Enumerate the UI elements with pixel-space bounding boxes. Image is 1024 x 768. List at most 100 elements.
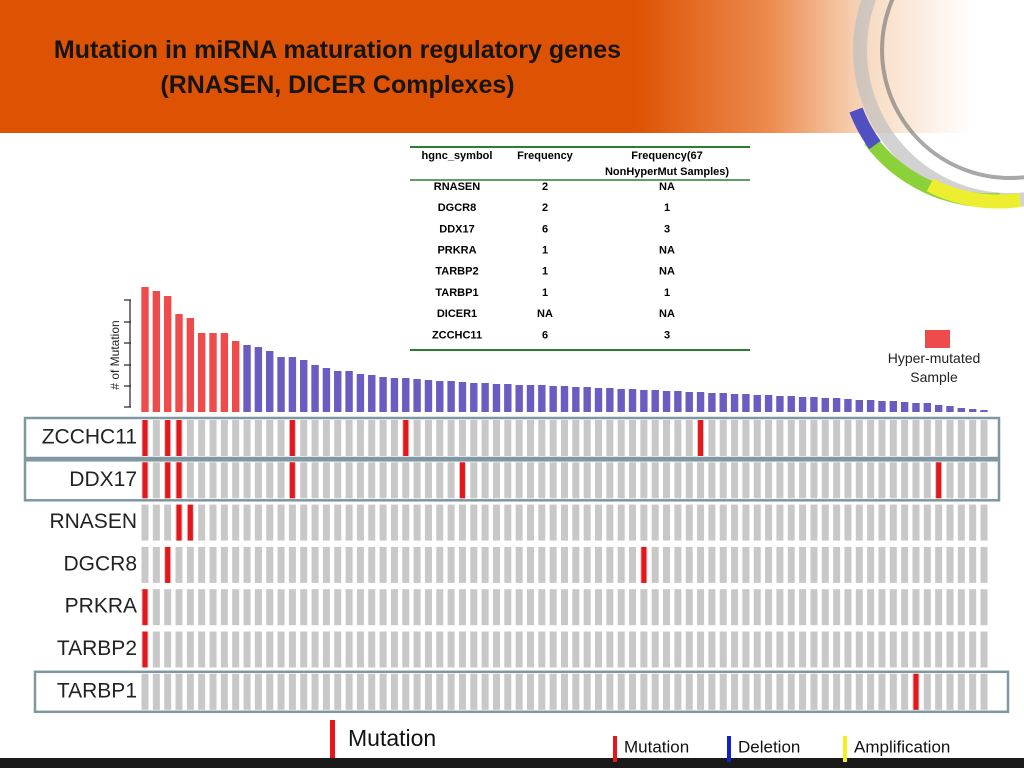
hyper-legend-label: Hyper-mutated Sample — [887, 350, 981, 385]
table-header: Frequency(67 NonHyperMut Samples) — [605, 150, 729, 178]
sample-cell — [356, 546, 364, 583]
mutation-cell — [142, 631, 148, 668]
sample-cell — [606, 504, 614, 541]
sample-cell — [266, 673, 274, 710]
sample-cell — [413, 589, 421, 626]
table-cell: NA — [659, 245, 675, 257]
sample-cell — [697, 462, 705, 499]
sample-cell — [243, 631, 251, 668]
sample-cell — [424, 631, 432, 668]
sample-cell — [651, 673, 659, 710]
sample-cell — [300, 546, 308, 583]
sample-cell — [175, 673, 183, 710]
sample-cell — [606, 631, 614, 668]
sample-cell — [629, 631, 637, 668]
sample-cell — [266, 504, 274, 541]
sample-cell — [640, 631, 648, 668]
gene-label: TARBP1 — [57, 679, 137, 702]
sample-cell — [436, 420, 444, 456]
sample-cell — [708, 462, 716, 499]
header-band — [0, 0, 1024, 133]
sample-cell — [526, 420, 534, 456]
sample-cell — [889, 504, 897, 541]
sample-cell — [334, 504, 342, 541]
sample-cell — [719, 631, 727, 668]
sample-cell — [810, 462, 818, 499]
sample-cell — [583, 462, 591, 499]
sample-cell — [878, 546, 886, 583]
sample-cell — [515, 589, 523, 626]
sample-cell — [799, 631, 807, 668]
sample-cell — [583, 673, 591, 710]
sample-cell — [390, 589, 398, 626]
sample-cell — [322, 462, 330, 499]
sample-cell — [470, 504, 478, 541]
sample-cell — [175, 589, 183, 626]
sample-cell — [243, 462, 251, 499]
sample-cell — [629, 546, 637, 583]
sample-cell — [481, 420, 489, 456]
sample-cell — [629, 589, 637, 626]
sample-cell — [379, 504, 387, 541]
sample-cell — [300, 420, 308, 456]
sample-cell — [708, 673, 716, 710]
sample-cell — [379, 420, 387, 456]
bar — [844, 399, 852, 412]
sample-cell — [504, 504, 512, 541]
sample-cell — [504, 589, 512, 626]
sample-cell — [220, 462, 228, 499]
sample-cell — [901, 504, 909, 541]
sample-cell — [504, 631, 512, 668]
bar — [730, 394, 739, 412]
bar — [685, 392, 693, 412]
bar — [753, 395, 761, 412]
sample-cell — [572, 589, 580, 626]
sample-cell — [356, 673, 364, 710]
sample-cell — [980, 504, 988, 541]
bar — [447, 381, 455, 412]
sample-cell — [923, 462, 931, 499]
bar — [640, 390, 648, 412]
sample-cell — [390, 673, 398, 710]
sample-cell — [833, 589, 841, 626]
sample-cell — [912, 420, 920, 456]
sample-cell — [923, 546, 931, 583]
bar — [912, 403, 920, 412]
sample-cell — [810, 420, 818, 456]
sample-cell — [651, 589, 659, 626]
sample-cell — [526, 673, 534, 710]
sample-cell — [515, 462, 523, 499]
sample-cell — [946, 504, 954, 541]
sample-cell — [980, 673, 988, 710]
gene-label: DGCR8 — [63, 552, 137, 575]
sample-cell — [481, 673, 489, 710]
sample-cell — [753, 631, 761, 668]
mutation-cell — [403, 420, 409, 456]
sample-cell — [458, 673, 466, 710]
sample-cell — [243, 420, 251, 456]
sample-cell — [220, 631, 228, 668]
sample-cell — [833, 504, 841, 541]
sample-cell — [288, 673, 296, 710]
sample-cell — [345, 673, 353, 710]
bar — [674, 391, 682, 412]
sample-cell — [334, 546, 342, 583]
sample-cell — [538, 589, 546, 626]
sample-cell — [719, 673, 727, 710]
sample-cell — [288, 546, 296, 583]
sample-cell — [402, 589, 410, 626]
sample-cell — [708, 504, 716, 541]
sample-cell — [878, 589, 886, 626]
sample-cell — [152, 631, 160, 668]
sample-cell — [345, 504, 353, 541]
sample-cell — [277, 462, 285, 499]
sample-cell — [390, 504, 398, 541]
table-cell: PRKRA — [437, 245, 476, 257]
sample-cell — [957, 589, 965, 626]
sample-cell — [561, 462, 568, 499]
gene-label: TARBP2 — [57, 637, 137, 660]
sample-cell — [833, 462, 841, 499]
sample-cell — [640, 673, 648, 710]
sample-cell — [674, 673, 682, 710]
sample-cell — [685, 546, 693, 583]
